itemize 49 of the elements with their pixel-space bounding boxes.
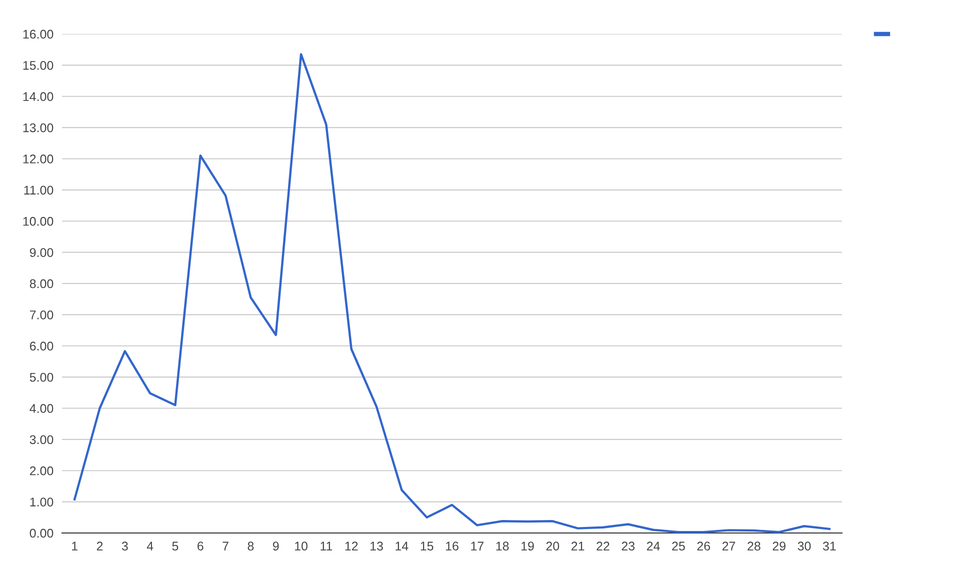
x-tick-label: 14: [396, 542, 408, 550]
x-tick-label: 2: [96, 542, 103, 550]
y-tick-label: 7.00: [30, 310, 54, 320]
y-tick-label: 8.00: [30, 279, 54, 288]
y-tick-label: 3.00: [30, 435, 54, 444]
y-tick-label: 2.00: [30, 466, 54, 476]
x-tick-label: 4: [146, 542, 154, 550]
x-tick-label: 27: [722, 542, 736, 550]
x-tick-label: 6: [198, 542, 204, 551]
y-tick-label: 10.00: [23, 216, 54, 226]
x-tick-label: 16: [446, 542, 458, 551]
x-tick-label: 26: [697, 542, 710, 551]
y-tick-label: 16.00: [23, 30, 54, 39]
x-tick-label: 31: [822, 542, 836, 551]
x-tick-label: 18: [496, 542, 509, 551]
y-tick-label: 12.00: [23, 154, 54, 164]
x-tick-label: 5: [172, 542, 178, 551]
x-tick-label: 30: [798, 542, 811, 551]
x-tick-label: 9: [272, 542, 279, 551]
y-tick-label: 4.00: [30, 404, 54, 413]
x-tick-label: 25: [672, 542, 685, 551]
x-tick-label: 24: [646, 542, 660, 550]
y-tick-label: 1.00: [30, 498, 54, 506]
y-tick-label: 9.00: [30, 248, 54, 257]
x-tick-label: 8: [248, 542, 254, 551]
y-tick-label: 11.00: [24, 186, 54, 195]
x-tick-label: 22: [596, 542, 610, 550]
x-tick-label: 20: [546, 542, 560, 551]
x-tick-label: 21: [571, 542, 584, 550]
y-tick-label: 15.00: [23, 60, 54, 70]
x-tick-label: 1: [72, 542, 78, 550]
y-tick-label: 5.00: [30, 372, 54, 382]
x-tick-label: 28: [748, 542, 760, 551]
y-tick-label: 0.00: [30, 528, 54, 538]
x-tick-label: 19: [521, 542, 534, 551]
x-tick-label: 17: [471, 542, 484, 550]
y-tick-label: 14.00: [23, 92, 54, 102]
x-tick-label: 3: [122, 542, 128, 551]
x-tick-label: 23: [622, 542, 635, 551]
y-tick-label: 6.00: [30, 342, 54, 351]
x-tick-label: 12: [345, 542, 358, 550]
x-tick-label: 10: [295, 542, 308, 551]
x-tick-label: 7: [222, 542, 228, 550]
x-tick-label: 15: [420, 542, 434, 551]
x-tick-label: 29: [772, 542, 786, 551]
x-tick-label: 11: [320, 542, 332, 550]
line-series: [73, 53, 831, 533]
y-tick-label: 13.00: [23, 123, 54, 132]
x-tick-label: 13: [370, 542, 383, 551]
